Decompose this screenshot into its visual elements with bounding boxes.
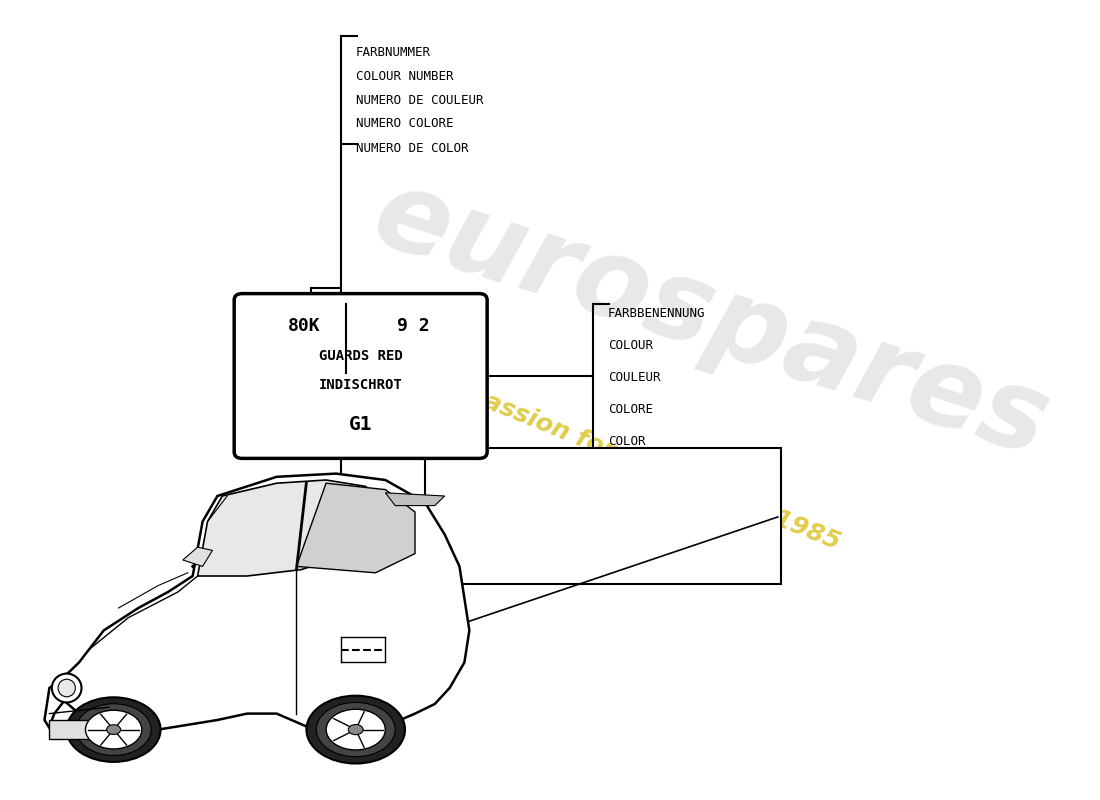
Text: 80K: 80K xyxy=(288,317,320,335)
Bar xyxy=(50,720,109,739)
Text: 9 2: 9 2 xyxy=(396,317,429,335)
Text: eurospares: eurospares xyxy=(361,161,1062,479)
Text: GUARDS RED: GUARDS RED xyxy=(319,350,403,363)
Text: NUMERO COLORE: NUMERO COLORE xyxy=(355,118,453,130)
Bar xyxy=(425,448,781,584)
Text: COLORE: COLORE xyxy=(607,403,652,416)
FancyBboxPatch shape xyxy=(234,294,487,458)
Ellipse shape xyxy=(107,725,121,734)
Text: NUMERO DE COLOR: NUMERO DE COLOR xyxy=(355,142,469,154)
Polygon shape xyxy=(198,480,390,576)
Text: COLOUR: COLOUR xyxy=(607,339,652,352)
Ellipse shape xyxy=(67,698,161,762)
Text: COLOUR NUMBER: COLOUR NUMBER xyxy=(355,70,453,82)
Text: G1: G1 xyxy=(349,415,373,434)
Text: COLOR: COLOR xyxy=(607,435,646,448)
Ellipse shape xyxy=(58,679,75,697)
Polygon shape xyxy=(183,547,212,566)
Polygon shape xyxy=(44,474,470,736)
Ellipse shape xyxy=(307,696,405,763)
Ellipse shape xyxy=(327,710,385,750)
Ellipse shape xyxy=(86,710,142,749)
Ellipse shape xyxy=(349,725,363,734)
Polygon shape xyxy=(296,483,415,573)
Text: FARBBENENNUNG: FARBBENENNUNG xyxy=(607,307,705,320)
Ellipse shape xyxy=(317,702,395,757)
Text: NUMERO DE COULEUR: NUMERO DE COULEUR xyxy=(355,94,483,106)
Text: FARBNUMMER: FARBNUMMER xyxy=(355,46,431,58)
Ellipse shape xyxy=(52,674,81,702)
Text: a passion for parts since 1985: a passion for parts since 1985 xyxy=(440,373,844,555)
Text: INDISCHROT: INDISCHROT xyxy=(319,378,403,392)
Text: COULEUR: COULEUR xyxy=(607,371,660,384)
Polygon shape xyxy=(385,493,444,506)
Ellipse shape xyxy=(76,704,151,755)
